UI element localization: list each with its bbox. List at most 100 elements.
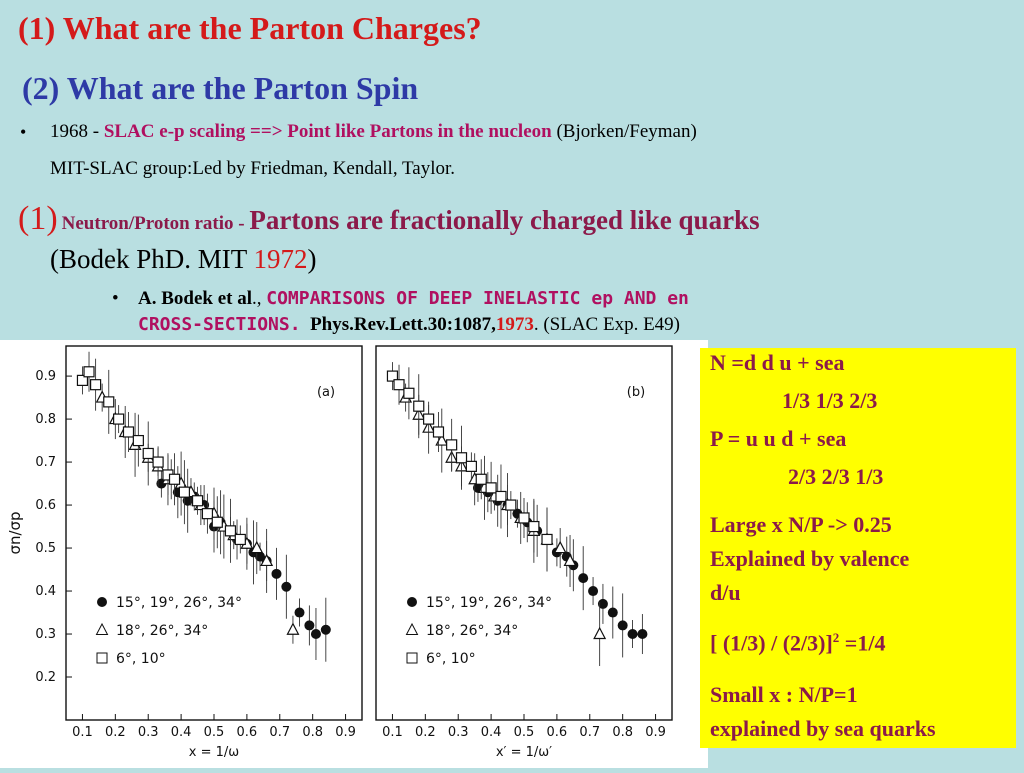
bullet-suffix: (Bjorken/Feyman) [551, 121, 697, 142]
large-x-text: Large x N/P -> 0.25 [710, 512, 892, 537]
data-point-circle [304, 620, 315, 631]
data-point-square [386, 370, 399, 382]
data-point-square [485, 482, 497, 494]
x-tick-label: 0.5 [204, 725, 225, 740]
small-x-text: Small x : N/P=1 [710, 682, 858, 707]
y-tick-label: 0.7 [35, 455, 56, 470]
x-tick-label: 0.8 [612, 725, 633, 740]
data-point-circle [578, 573, 589, 584]
data-point-square [446, 439, 458, 451]
data-point-triangle [553, 540, 567, 554]
data-point-square [393, 379, 405, 391]
phd-year: 1972 [253, 244, 308, 274]
data-point-square [528, 520, 540, 533]
x-axis-label: x = 1/ω [189, 745, 239, 760]
reference-author: A. Bodek et al [138, 288, 252, 309]
x-tick-label: 0.4 [171, 725, 192, 740]
data-point-square [403, 387, 415, 399]
data-point-square [168, 473, 181, 485]
x-tick-label: 0.1 [72, 725, 93, 740]
x-tick-label: 0.5 [514, 725, 535, 740]
bullet-highlight: SLAC e-p scaling ==> Point like Partons … [103, 121, 552, 142]
data-point-square [103, 396, 115, 408]
data-point-square [89, 379, 102, 391]
y-axis-label: σn/σp [6, 511, 24, 554]
data-point-circle [617, 620, 628, 631]
data-point-square [178, 486, 190, 498]
data-point-square [495, 490, 507, 503]
legend-marker-triangle [405, 622, 419, 635]
reference-title-b: CROSS-SECTIONS. [138, 314, 301, 335]
legend-label: 6°, 10° [426, 651, 476, 667]
data-point-square [423, 413, 435, 425]
data-point-triangle [563, 553, 577, 567]
data-point-circle [271, 568, 282, 579]
data-point-square [122, 426, 135, 438]
data-point-triangle [260, 553, 274, 567]
reference-exp: . (SLAC Exp. E49) [533, 314, 681, 335]
quark-content-box: N =d d u + sea 1/3 1/3 2/3 P = u u d + s… [700, 348, 1016, 748]
phd-text: (Bodek PhD. MIT [50, 244, 254, 274]
data-point-square [432, 426, 445, 438]
data-point-square [541, 533, 553, 546]
data-point-square [132, 434, 144, 447]
data-point-square [191, 495, 204, 507]
legend-marker-circle [407, 597, 417, 607]
data-point-square [113, 413, 125, 425]
data-point-circle [597, 598, 608, 609]
bullet-group-line: MIT-SLAC group:Led by Friedman, Kendall,… [50, 158, 456, 179]
reference-year: 1973 [495, 314, 534, 335]
data-point-circle [588, 586, 599, 597]
data-point-square [475, 473, 487, 485]
sea-quarks-text: explained by sea quarks [710, 716, 936, 741]
legend-label: 6°, 10° [116, 651, 166, 667]
title-parton-charges: (1) What are the Parton Charges? [18, 10, 482, 46]
x-tick-label: 0.1 [382, 725, 403, 740]
data-point-square [455, 452, 468, 464]
x-tick-label: 0.3 [448, 725, 469, 740]
x-tick-label: 0.6 [547, 725, 568, 740]
legend-marker-square [406, 652, 418, 664]
reference-line-1: A. Bodek et al., COMPARISONS OF DEEP INE… [138, 288, 689, 310]
x-tick-label: 0.2 [415, 725, 436, 740]
x-tick-label: 0.7 [579, 725, 600, 740]
panel-label: (a) [317, 385, 335, 400]
data-point-square [518, 512, 530, 524]
y-tick-label: 0.2 [35, 670, 56, 685]
x-tick-label: 0.7 [269, 725, 290, 740]
data-point-triangle [435, 433, 449, 446]
y-tick-label: 0.3 [35, 627, 56, 642]
data-point-circle [637, 629, 648, 640]
du-text: d/u [710, 580, 741, 605]
reference-title-a: COMPARISONS OF DEEP INELASTIC ep AND en [266, 288, 689, 309]
y-tick-label: 0.6 [35, 498, 56, 513]
y-tick-label: 0.8 [35, 412, 56, 427]
data-point-square [224, 525, 237, 537]
neutron-charges: 1/3 1/3 2/3 [782, 388, 878, 413]
data-point-square [465, 460, 477, 472]
data-point-circle [320, 624, 331, 635]
panel-label: (b) [627, 385, 645, 400]
x-tick-label: 0.4 [481, 725, 502, 740]
x-tick-label: 0.3 [138, 725, 159, 740]
bullet-icon: • [20, 122, 27, 142]
section-main-text: Partons are fractionally charged like qu… [249, 205, 760, 235]
data-point-square [211, 516, 223, 528]
data-point-triangle [286, 622, 300, 635]
data-point-circle [281, 581, 292, 592]
reference-journal: Phys.Rev.Lett.30:1087, [310, 314, 496, 335]
sub-bullet-icon: • [112, 288, 119, 309]
y-tick-label: 0.5 [35, 541, 56, 556]
ratio-exponent: 2 [832, 630, 840, 645]
np-ratio-plots: 0.1 0.2 0.3 0.4 0.5 0.6 0.7 0.8 0.9 0.2 0.3 0.4 0.5 0… [6, 345, 673, 760]
reference-line-2: CROSS-SECTIONS. Phys.Rev.Lett.30:1087,19… [138, 314, 680, 336]
data-point-circle [310, 629, 321, 640]
section-phd-line: (Bodek PhD. MIT 1972) [50, 244, 317, 275]
legend-label: 18°, 26°, 34° [116, 623, 208, 639]
x-tick-label: 0.8 [302, 725, 323, 740]
title-parton-spin: (2) What are the Parton Spin [22, 70, 419, 106]
proton-content: P = u u d + sea [710, 426, 847, 451]
data-point-square [152, 456, 164, 468]
bullet-prefix: 1968 - [50, 121, 104, 142]
data-point-square [201, 508, 214, 520]
